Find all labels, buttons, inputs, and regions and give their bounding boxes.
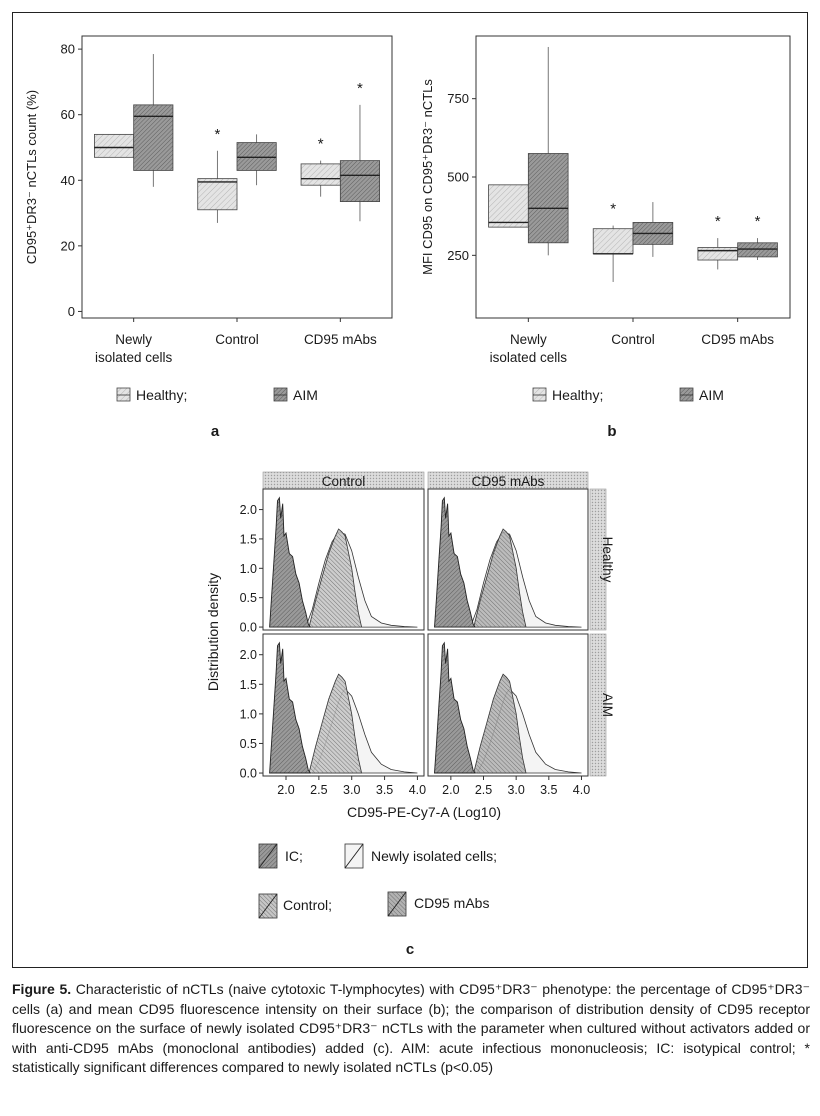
legend-label: Healthy; bbox=[136, 387, 187, 403]
x-tick-label: 2.5 bbox=[310, 783, 327, 797]
box-aim bbox=[133, 104, 174, 171]
density-ic bbox=[269, 641, 312, 774]
y-tick-label: 0.5 bbox=[240, 591, 257, 605]
box-aim bbox=[339, 160, 381, 202]
legend-label: Control; bbox=[283, 897, 332, 913]
y-tick-label: 1.0 bbox=[240, 562, 257, 576]
x-tick-label: CD95 mAbs bbox=[304, 332, 377, 347]
x-tick-label: 4.0 bbox=[409, 783, 426, 797]
box-healthy bbox=[94, 133, 135, 158]
x-tick-label: isolated cells bbox=[95, 350, 173, 365]
legend-label: Healthy; bbox=[552, 387, 603, 403]
x-tick-label: 4.0 bbox=[573, 783, 590, 797]
caption-label: Figure 5. bbox=[12, 981, 72, 997]
x-tick-label: Control bbox=[611, 332, 655, 347]
panel-c-chart: Control CD95 mAbs Healthy AIM 0.0 0.5 1.0 1.5 2.… bbox=[205, 471, 615, 919]
legend-swatch-healthy bbox=[532, 387, 547, 402]
legend-swatch-diagonal bbox=[344, 843, 364, 869]
density-ic bbox=[434, 496, 476, 628]
y-tick-label: 20 bbox=[61, 238, 75, 253]
y-axis-label: CD95⁺DR3⁻ nCTLs count (%) bbox=[24, 90, 39, 264]
significance-star: * bbox=[755, 213, 761, 230]
box-healthy bbox=[592, 228, 634, 255]
figure-frame bbox=[12, 12, 808, 968]
y-tick-label: 2.0 bbox=[240, 503, 257, 517]
facet-strip-label: CD95 mAbs bbox=[472, 474, 545, 489]
box-healthy bbox=[300, 163, 341, 186]
x-tick-label: 3.5 bbox=[376, 783, 393, 797]
y-tick-label: 0.5 bbox=[240, 737, 257, 751]
density-hatch bbox=[309, 674, 362, 773]
panel-letter-c: c bbox=[406, 941, 414, 958]
legend-label: IC; bbox=[285, 848, 303, 864]
x-tick-label: 3.5 bbox=[540, 783, 557, 797]
box-aim bbox=[737, 242, 778, 258]
density-ic bbox=[434, 641, 476, 774]
facet-strip-label: Healthy bbox=[600, 537, 615, 583]
y-tick-label: 80 bbox=[61, 42, 75, 57]
legend-swatch-healthy bbox=[116, 387, 131, 402]
y-tick-label: 0.0 bbox=[240, 767, 257, 781]
box-healthy bbox=[488, 184, 529, 228]
significance-star: * bbox=[318, 136, 324, 153]
x-tick-label: isolated cells bbox=[490, 350, 568, 365]
panel-letter-b: b bbox=[607, 423, 616, 440]
figure-caption: Figure 5. Characteristic of nCTLs (naive… bbox=[12, 980, 810, 1078]
box-healthy bbox=[197, 178, 238, 211]
caption-text: Characteristic of nCTLs (naive cytotoxic… bbox=[12, 981, 810, 1075]
panel-b-chart: 250 500 750 MFI CD95 on CD95⁺DR3⁻ nCTLs Newl… bbox=[420, 35, 791, 403]
plot-area-border bbox=[475, 35, 791, 319]
y-axis-label: MFI CD95 on CD95⁺DR3⁻ nCTLs bbox=[420, 79, 435, 275]
x-tick-label: 3.0 bbox=[343, 783, 360, 797]
significance-star: * bbox=[610, 201, 616, 218]
facet-strip-label: Control bbox=[322, 474, 366, 489]
legend-swatch-diagonal bbox=[258, 893, 278, 919]
x-tick-label: 3.0 bbox=[507, 783, 524, 797]
legend-label: AIM bbox=[293, 387, 318, 403]
y-tick-label: 60 bbox=[61, 107, 75, 122]
x-tick-label: 2.0 bbox=[442, 783, 459, 797]
y-tick-label: 1.5 bbox=[240, 532, 257, 546]
density-hatch bbox=[309, 529, 362, 628]
legend-swatch-aim bbox=[273, 387, 288, 402]
legend-label: CD95 mAbs bbox=[414, 895, 489, 911]
x-tick-label: Control bbox=[215, 332, 259, 347]
y-tick-label: 40 bbox=[61, 173, 75, 188]
y-tick-label: 500 bbox=[447, 170, 469, 185]
x-tick-label: CD95 mAbs bbox=[701, 332, 774, 347]
facet-strip-row bbox=[589, 488, 607, 631]
x-tick-label: 2.5 bbox=[475, 783, 492, 797]
density-hatch bbox=[473, 674, 526, 773]
significance-star: * bbox=[357, 80, 363, 97]
density-ic bbox=[269, 496, 312, 628]
legend-swatch-diagonal bbox=[387, 891, 407, 917]
y-axis-label: Distribution density bbox=[205, 573, 221, 691]
facet-strip-label: AIM bbox=[600, 693, 615, 717]
facet-strip-row bbox=[589, 633, 607, 777]
x-tick-label: Newly bbox=[510, 332, 547, 347]
y-tick-label: 750 bbox=[447, 91, 469, 106]
box-aim bbox=[527, 153, 569, 244]
box-healthy bbox=[697, 247, 739, 261]
x-axis-label: CD95-PE-Cy7-A (Log10) bbox=[347, 804, 501, 820]
y-tick-label: 0.0 bbox=[240, 621, 257, 635]
density-hatch bbox=[473, 529, 526, 628]
significance-star: * bbox=[214, 126, 220, 143]
significance-star: * bbox=[715, 213, 721, 230]
x-tick-label: Newly bbox=[115, 332, 152, 347]
panel-letter-a: a bbox=[211, 423, 220, 440]
legend-swatch-aim bbox=[679, 387, 694, 402]
panel-a-chart: 0 20 40 60 80 CD95⁺DR3⁻ nCTLs count (%) Newly i… bbox=[24, 35, 393, 403]
y-tick-label: 1.0 bbox=[240, 707, 257, 721]
y-tick-label: 250 bbox=[447, 248, 469, 263]
legend-swatch-diagonal bbox=[258, 843, 278, 869]
legend-label: AIM bbox=[699, 387, 724, 403]
y-tick-label: 2.0 bbox=[240, 648, 257, 662]
y-tick-label: 0 bbox=[68, 304, 75, 319]
x-tick-label: 2.0 bbox=[277, 783, 294, 797]
y-tick-label: 1.5 bbox=[240, 678, 257, 692]
legend-label: Newly isolated cells; bbox=[371, 848, 497, 864]
box-aim bbox=[236, 142, 277, 171]
